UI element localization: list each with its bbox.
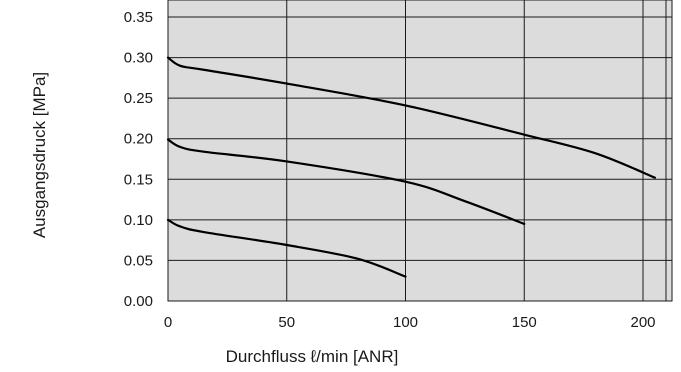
y-tick-label: 0.20 xyxy=(124,131,153,148)
x-tick-label: 150 xyxy=(512,314,537,331)
y-tick-label: 0.15 xyxy=(124,171,153,188)
x-tick-label: 100 xyxy=(393,314,418,331)
y-tick-label: 0.10 xyxy=(124,212,153,229)
y-axis-label: Ausgangsdruck [MPa] xyxy=(30,72,49,238)
y-tick-label: 0.35 xyxy=(124,9,153,26)
horizontal-gridlines xyxy=(168,16,672,302)
series-line-3 xyxy=(166,218,407,278)
series-group xyxy=(166,56,656,278)
x-tick-label: 0 xyxy=(164,314,172,331)
series-line-1 xyxy=(166,56,656,179)
y-tick-label: 0.25 xyxy=(124,90,153,107)
plot-area xyxy=(167,0,673,302)
y-tick-label: 0.00 xyxy=(124,293,153,310)
x-axis-label: Durchfluss ℓ/min [ANR] xyxy=(226,347,399,366)
x-tick-labels: 0 50 100 150 200 xyxy=(164,314,656,331)
x-tick-label: 50 xyxy=(278,314,295,331)
y-tick-label: 0.05 xyxy=(124,252,153,269)
series-line-2 xyxy=(166,138,526,226)
y-tick-labels: 0.00 0.05 0.10 0.15 0.20 0.25 0.30 0.35 xyxy=(124,9,153,310)
vertical-gridlines xyxy=(167,0,667,301)
y-tick-label: 0.30 xyxy=(124,50,153,67)
x-tick-label: 200 xyxy=(630,314,655,331)
